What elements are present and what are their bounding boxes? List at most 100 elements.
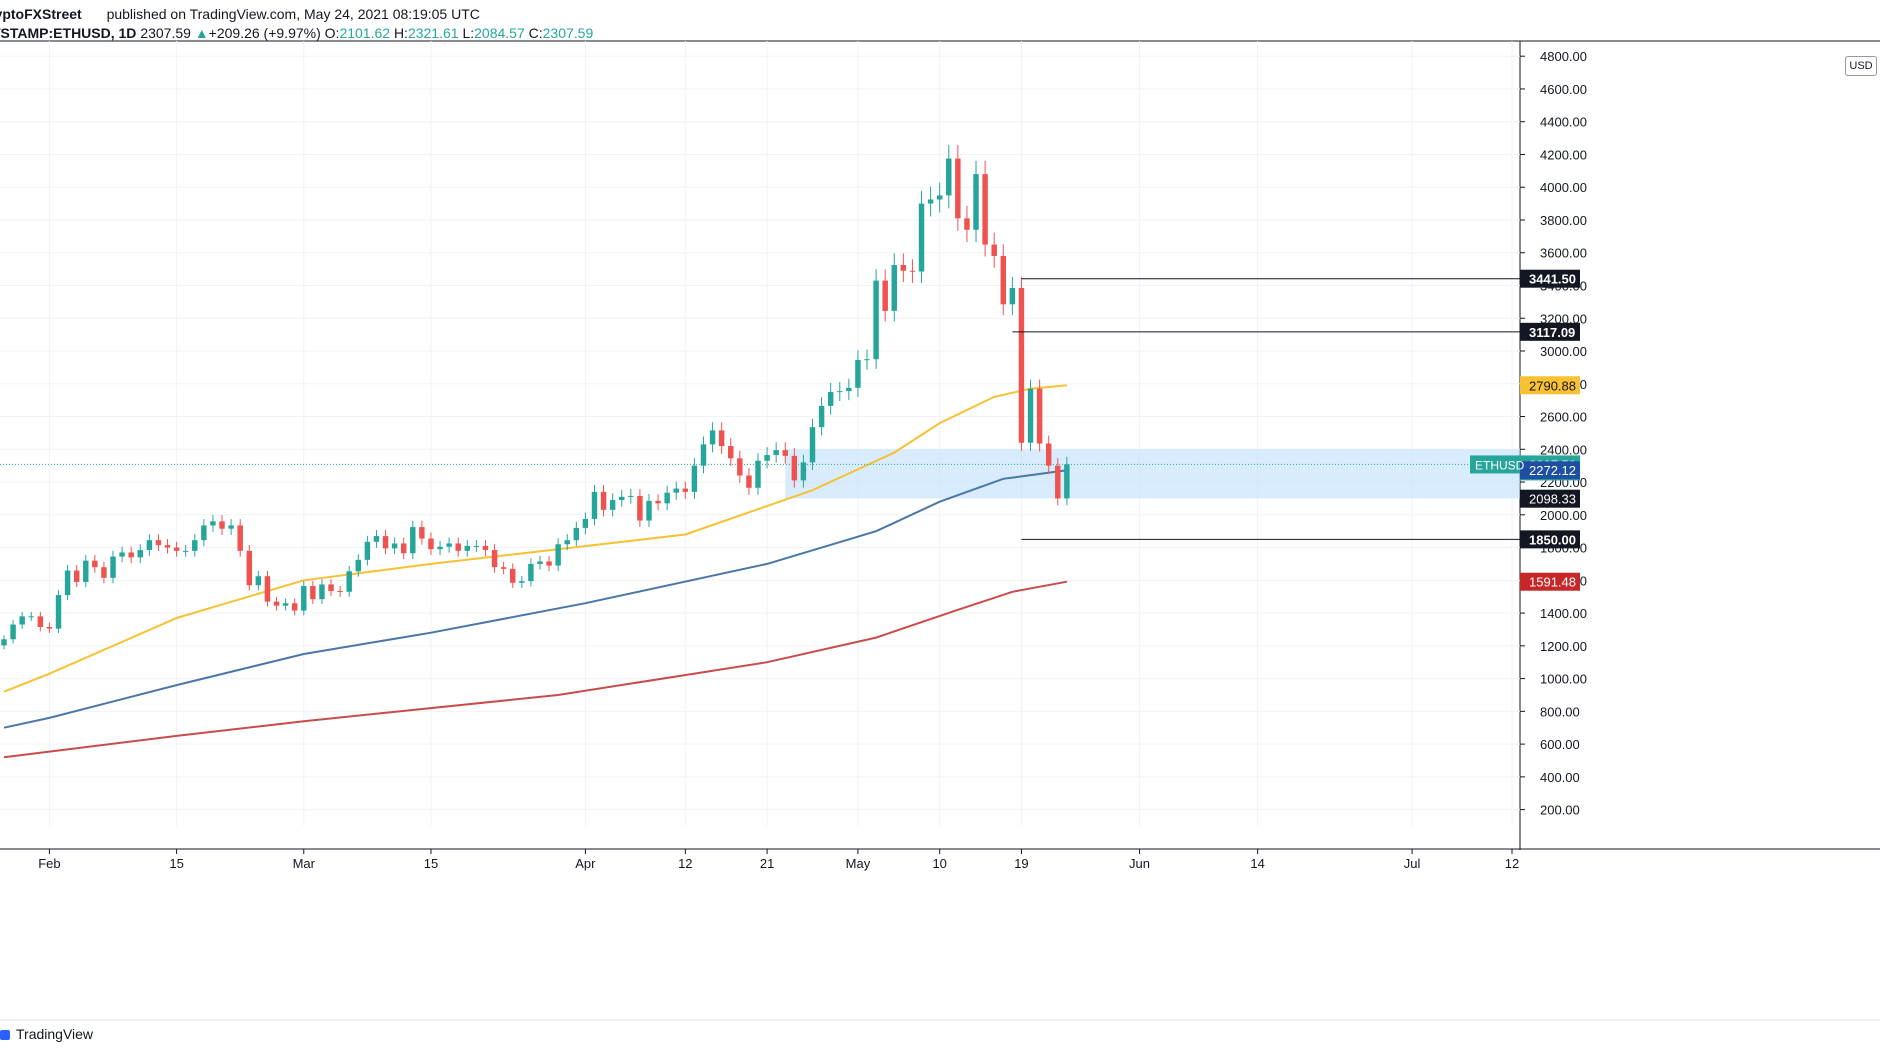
close-value: 2307.59 [542,25,594,41]
candle-body [228,525,234,529]
candle-body [64,570,71,596]
x-tick-label: May [846,856,871,871]
candle-body [101,567,107,578]
x-tick-label: 19 [1014,856,1028,871]
candle-body [437,546,443,550]
price-label-bg [1520,461,1580,480]
up-arrow-icon: ▲ [194,25,209,41]
candle-body [718,430,725,447]
y-tick-label: 2400.00 [1540,442,1587,457]
candle-body [73,570,80,582]
level-label: 3441.50 [1529,272,1576,287]
candle-body [837,391,843,393]
candle-body [146,540,153,551]
candle-body [55,595,62,629]
candle-body [855,360,861,388]
support-zone [785,449,1520,499]
candle-body [637,495,643,521]
x-tick-label: Jul [1404,856,1421,871]
y-tick-label: 1400.00 [1540,606,1587,621]
y-tick-label: 1000.00 [1540,672,1587,687]
footer-brand-label[interactable]: TradingView [16,1026,94,1042]
level-label-bg [1520,269,1580,288]
candle-body [746,475,752,488]
candle-body [936,195,943,200]
currency-selector[interactable]: USD [1845,56,1877,76]
candle-body [46,626,53,629]
x-tick-label: 15 [424,856,438,871]
level-label: 3117.09 [1529,325,1575,340]
price-label-bg [1520,572,1580,591]
candle-body [873,280,879,360]
candle-body [246,550,253,586]
candle-body [673,488,679,493]
candle-body [1009,287,1016,305]
footer-brand: TradingView [0,1026,93,1042]
candle-body [364,541,371,560]
candle-body [809,427,816,463]
level-label: 1850.00 [1529,532,1576,547]
candle-body [110,556,116,578]
candle-body [537,561,543,564]
candle-body [37,616,44,627]
candle-body [10,624,16,640]
moving-average-line [3,469,1068,729]
x-tick-label: 15 [169,856,183,871]
candle-body [310,586,316,600]
y-tick-label: 2600.00 [1540,410,1587,425]
candle-body [83,560,89,582]
candle-body [555,544,561,566]
candle-body [864,359,870,361]
moving-average-line [3,580,1068,759]
candle-body [1,639,7,646]
candle-body [391,543,398,549]
low-value: 2084.57 [474,25,525,41]
candle-body [201,525,207,541]
publisher-name[interactable]: CryptoFXStreet [0,6,82,22]
candle-body [373,536,380,542]
candle-body [173,547,180,551]
candle-body [337,590,343,592]
candle-body [500,567,507,569]
candle-body [119,552,125,557]
candle-body [1027,388,1034,443]
symbol-tag: ETHUSD [1475,458,1525,472]
candle-body [464,545,471,551]
candle-body [319,584,325,600]
candle-body [473,545,480,547]
x-tick-label: Jun [1129,856,1150,871]
y-tick-label: 3000.00 [1540,344,1587,359]
candle-body [955,158,961,219]
candle-body [573,527,580,541]
x-tick-label: 12 [1505,856,1519,871]
level-label-bg [1520,530,1580,549]
price-label: 2790.88 [1529,378,1576,393]
candle-body [600,491,607,510]
candle-body [628,495,634,497]
candle-body [946,158,952,196]
symbol-name[interactable]: BITSTAMP:ETHUSD, 1D [0,25,137,41]
candle-body [1018,287,1025,443]
candle-body [282,603,289,606]
candle-body [609,500,616,510]
price-label: 2098.33 [1529,492,1576,507]
candle-body [964,218,970,230]
candle-body [237,525,243,551]
x-tick-label: 21 [760,856,774,871]
price-label-bg [1520,376,1580,395]
level-label-bg [1520,322,1580,341]
candle-body [210,521,216,526]
candle-body [28,616,34,618]
candle-body [646,500,652,521]
candle-body [591,491,598,519]
high-value: 2321.61 [407,25,459,41]
y-tick-label: 4800.00 [1540,49,1587,64]
candle-body [382,536,389,549]
candle-body [827,391,834,406]
candle-body [818,405,825,428]
candle-body [891,265,897,311]
candle-body [619,496,625,501]
candle-body [564,540,570,545]
candle-body [755,460,761,488]
